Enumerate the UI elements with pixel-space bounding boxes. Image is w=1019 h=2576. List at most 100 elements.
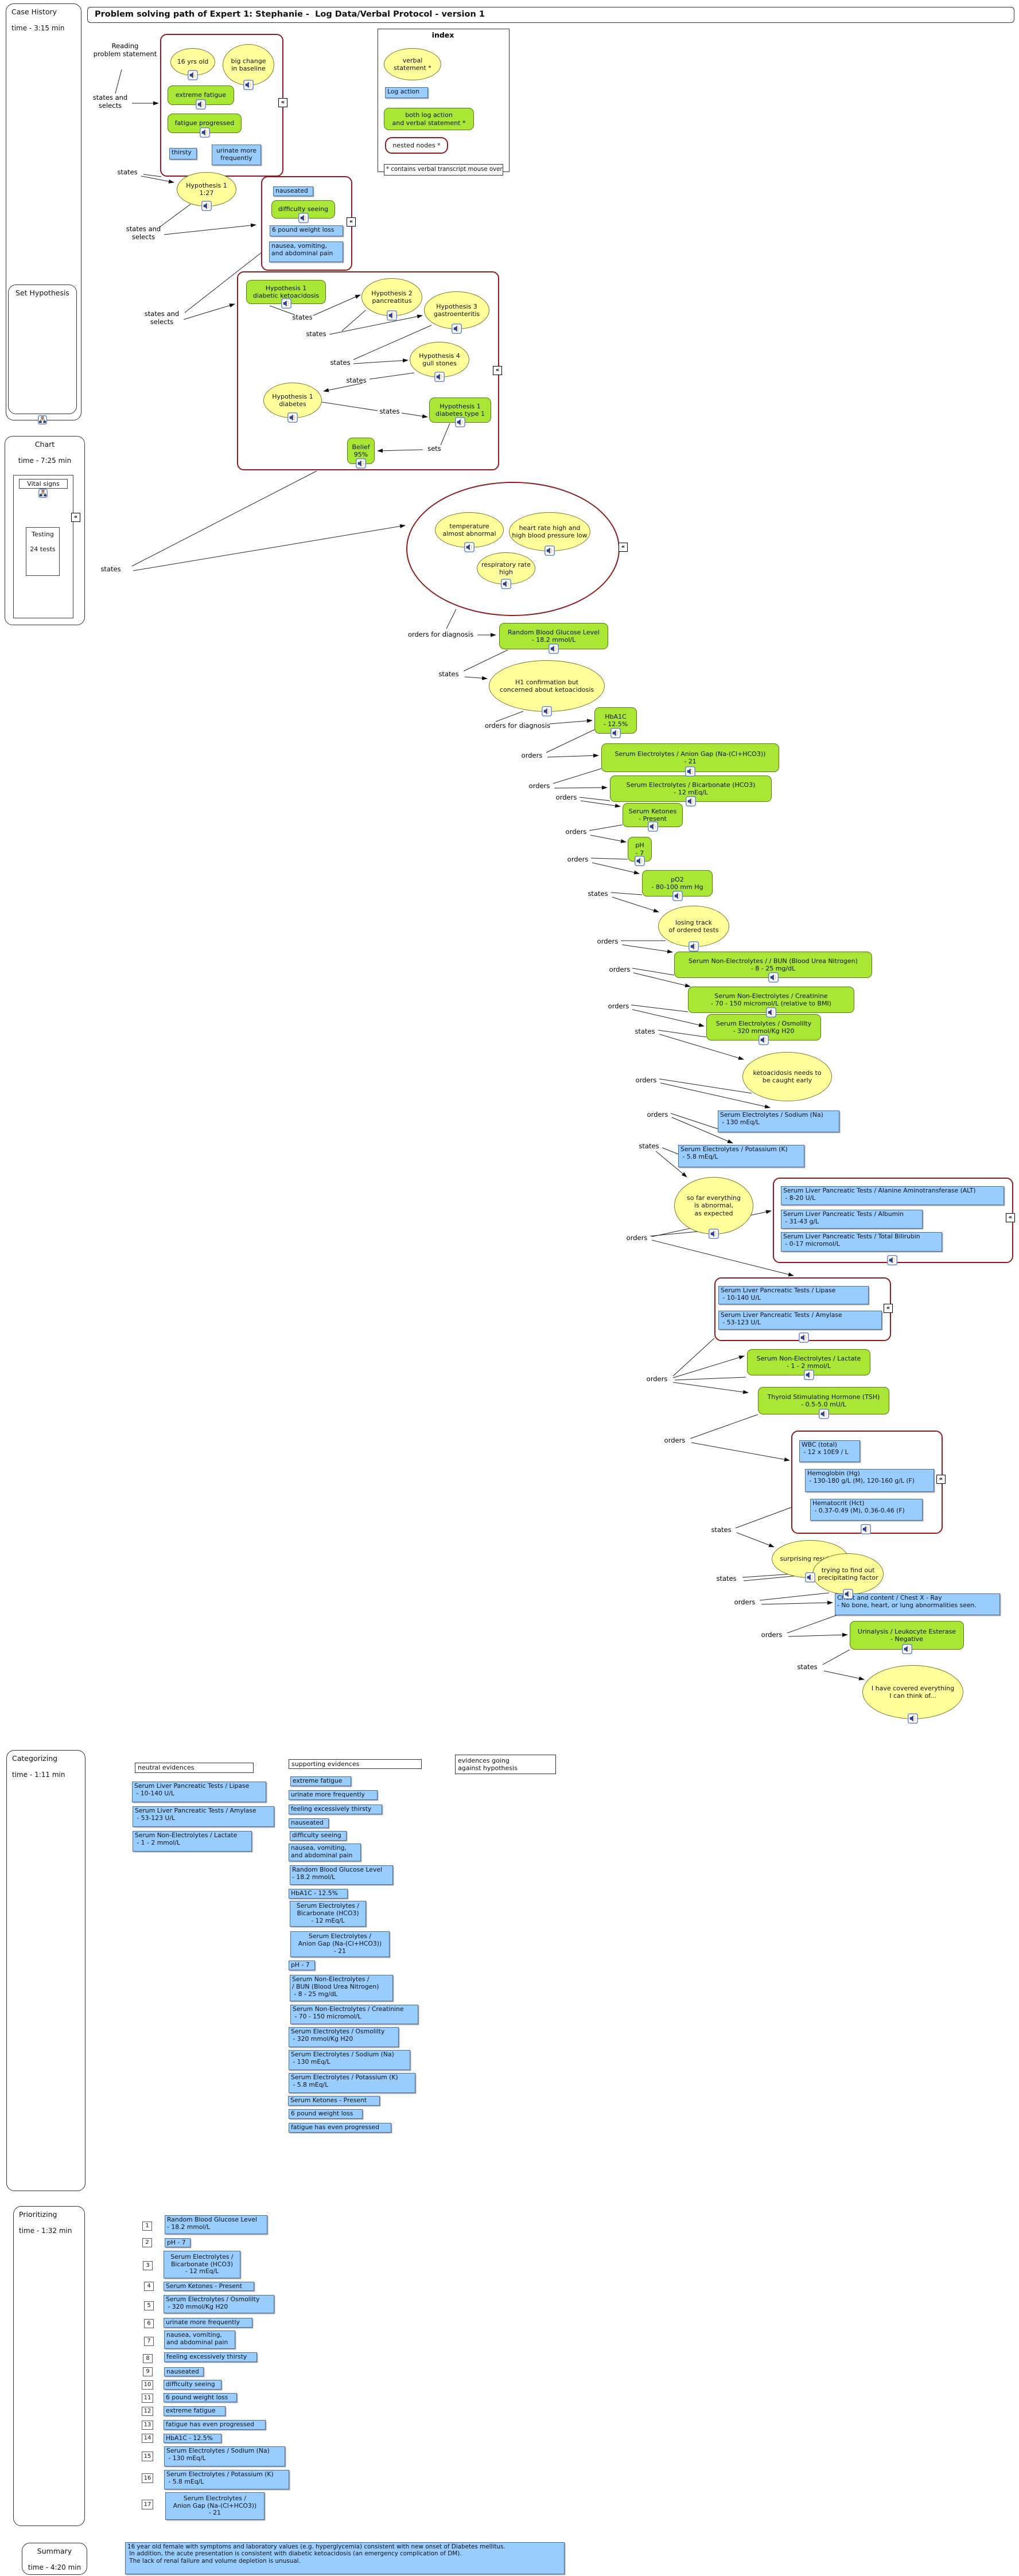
cat-sup-potassium[interactable]: Serum Electrolytes / Potassium (K) - 5.8…: [289, 2073, 415, 2093]
node-albumin[interactable]: Serum Liver Pancreatic Tests / Albumin -…: [781, 1210, 923, 1229]
speaker-icon[interactable]: [542, 706, 552, 716]
node-nausea-vomiting[interactable]: nausea, vomiting, and abdominal pain: [269, 241, 343, 262]
cat-sup-nauseated[interactable]: nauseated: [289, 1818, 329, 1828]
node-serum-ketones[interactable]: Serum Ketones - Present: [623, 803, 683, 827]
node-potassium[interactable]: Serum Electrolytes / Potassium (K) - 5.8…: [678, 1145, 804, 1167]
speaker-icon[interactable]: [685, 766, 695, 777]
speaker-icon[interactable]: [298, 213, 309, 223]
pri-item-17[interactable]: Serum Electrolytes / Anion Gap (Na-(Cl+H…: [165, 2492, 265, 2520]
pri-item-12[interactable]: extreme fatigue: [164, 2406, 225, 2416]
pri-item-4[interactable]: Serum Ketones - Present: [164, 2282, 254, 2291]
pri-item-11[interactable]: 6 pound weight loss: [164, 2393, 237, 2402]
cat-sup-bicarbonate[interactable]: Serum Electrolytes / Bicarbonate (HCO3) …: [290, 1901, 366, 1927]
pri-item-15[interactable]: Serum Electrolytes / Sodium (Na) - 130 m…: [164, 2446, 285, 2466]
node-temperature-abnormal[interactable]: temperature almost abnormal: [435, 512, 504, 548]
cat-sup-bun[interactable]: Serum Non-Electrolytes / / BUN (Blood Ur…: [290, 1975, 393, 2001]
cat-sup-osmolality[interactable]: Serum Electrolytes / Osmolilty - 320 mmo…: [289, 2027, 399, 2047]
speaker-icon[interactable]: [799, 1332, 809, 1343]
speaker-icon[interactable]: [647, 821, 658, 832]
pri-item-10[interactable]: difficulty seeing: [164, 2380, 221, 2390]
node-h2-pancreatitus[interactable]: Hypothesis 2 pancreatitus: [361, 278, 422, 316]
speaker-icon[interactable]: [243, 80, 254, 90]
speaker-icon[interactable]: [689, 941, 699, 952]
cat-sup-rbg[interactable]: Random Blood Glucose Level - 18.2 mmol/L: [290, 1865, 393, 1885]
speaker-icon[interactable]: [201, 201, 212, 211]
node-hemoglobin[interactable]: Hemoglobin (Hg) - 130-180 g/L (M), 120-1…: [805, 1469, 934, 1492]
collapse-icon[interactable]: «: [1006, 1213, 1015, 1222]
vital-signs-box[interactable]: Vital signs: [19, 479, 68, 489]
node-6-pound-weight-loss[interactable]: 6 pound weight loss: [270, 225, 343, 236]
cat-sup-difficulty-seeing[interactable]: difficulty seeing: [290, 1831, 347, 1841]
speaker-icon[interactable]: [686, 796, 696, 806]
pri-item-6[interactable]: urinate more frequently: [164, 2318, 252, 2328]
speaker-icon[interactable]: [887, 1255, 897, 1265]
cat-sup-extreme-fatigue[interactable]: extreme fatigue: [290, 1776, 351, 1786]
speaker-icon[interactable]: [452, 324, 462, 334]
node-thirsty[interactable]: thirsty: [169, 148, 197, 159]
cat-neutral-lactate[interactable]: Serum Non-Electrolytes / Lactate - 1 - 2…: [133, 1831, 252, 1852]
cat-sup-weight-loss[interactable]: 6 pound weight loss: [289, 2109, 363, 2119]
node-big-change-baseline[interactable]: big change in baseline: [223, 44, 274, 85]
speaker-icon[interactable]: [672, 891, 683, 901]
node-urinate-more[interactable]: urinate more frequently: [212, 145, 261, 165]
pri-item-3[interactable]: Serum Electrolytes / Bicarbonate (HCO3) …: [164, 2251, 240, 2278]
cat-sup-thirsty[interactable]: feeling excessively thirsty: [289, 1805, 382, 1814]
speaker-icon[interactable]: [455, 417, 465, 427]
node-nauseated[interactable]: nauseated: [273, 186, 313, 196]
cat-neutral-lipase[interactable]: Serum Liver Pancreatic Tests / Lipase - …: [132, 1782, 266, 1802]
node-ketoacidosis-early[interactable]: ketoacidosis needs to be caught early: [742, 1052, 832, 1101]
speaker-icon[interactable]: [387, 310, 397, 321]
node-random-blood-glucose[interactable]: Random Blood Glucose Level - 18.2 mmol/L: [499, 623, 608, 649]
pri-item-5[interactable]: Serum Electrolytes / Osmolilty - 320 mmo…: [164, 2295, 274, 2313]
node-h1-confirmation[interactable]: H1 confirmation but concerned about keto…: [489, 660, 605, 712]
tree-icon[interactable]: [38, 415, 48, 426]
node-sodium[interactable]: Serum Electrolytes / Sodium (Na) - 130 m…: [718, 1110, 839, 1132]
pri-item-1[interactable]: Random Blood Glucose Level - 18.2 mmol/L: [165, 2215, 267, 2234]
node-hematocrit[interactable]: Hematocrit (Hct) - 0.37-0.49 (M), 0.36-0…: [810, 1499, 923, 1521]
speaker-icon[interactable]: [549, 644, 559, 654]
node-alt[interactable]: Serum Liver Pancreatic Tests / Alanine A…: [781, 1186, 1004, 1205]
cat-sup-ketones[interactable]: Serum Ketones - Present: [288, 2096, 380, 2106]
collapse-icon[interactable]: «: [347, 217, 356, 227]
cat-sup-creatinine[interactable]: Serum Non-Electrolytes / Creatinine - 70…: [290, 2005, 418, 2024]
speaker-icon[interactable]: [818, 1409, 829, 1419]
cat-sup-urinate[interactable]: urinate more frequently: [289, 1790, 378, 1800]
speaker-icon[interactable]: [281, 298, 291, 309]
speaker-icon[interactable]: [861, 1524, 871, 1534]
speaker-icon[interactable]: [544, 545, 555, 556]
node-precipitating-factor[interactable]: trying to find out precipitating factor: [812, 1553, 884, 1595]
speaker-icon[interactable]: [464, 542, 475, 552]
pri-item-13[interactable]: fatigue has even progressed: [164, 2420, 266, 2430]
testing-box[interactable]: Testing 24 tests: [26, 527, 60, 576]
node-wbc[interactable]: WBC (total) - 12 x 10E9 / L: [799, 1440, 860, 1462]
cat-sup-fatigue-progressed[interactable]: fatigue has even progressed: [289, 2123, 391, 2133]
speaker-icon[interactable]: [434, 372, 445, 382]
speaker-icon[interactable]: [908, 1713, 918, 1724]
node-covered-everything[interactable]: I have covered everything I can think of…: [862, 1665, 963, 1719]
speaker-icon[interactable]: [610, 728, 621, 738]
speaker-icon[interactable]: [199, 127, 210, 138]
speaker-icon[interactable]: [356, 458, 366, 469]
speaker-icon[interactable]: [843, 1589, 853, 1599]
pri-item-8[interactable]: feeling excessively thirsty: [164, 2352, 257, 2362]
collapse-icon[interactable]: «: [936, 1475, 946, 1484]
speaker-icon[interactable]: [805, 1572, 815, 1583]
speaker-icon[interactable]: [803, 1370, 814, 1380]
speaker-icon[interactable]: [901, 1644, 912, 1654]
speaker-icon[interactable]: [709, 1229, 719, 1239]
node-extreme-fatigue[interactable]: extreme fatigue: [168, 85, 234, 105]
node-h1-diabetes[interactable]: Hypothesis 1 diabetes: [263, 383, 322, 418]
speaker-icon[interactable]: [501, 579, 511, 589]
speaker-icon[interactable]: [759, 1035, 769, 1045]
cat-sup-anion-gap[interactable]: Serum Electrolytes / Anion Gap (Na-(Cl+H…: [290, 1931, 390, 1957]
node-h4-gull-stones[interactable]: Hypothesis 4 gull stones: [410, 342, 469, 377]
cat-sup-sodium[interactable]: Serum Electrolytes / Sodium (Na) - 130 m…: [289, 2050, 410, 2070]
speaker-icon[interactable]: [766, 1007, 776, 1018]
node-respiratory-rate[interactable]: respiratory rate high: [477, 552, 535, 584]
speaker-icon[interactable]: [635, 856, 645, 866]
speaker-icon[interactable]: [196, 99, 206, 110]
tree-icon[interactable]: [38, 489, 49, 499]
node-h3-gastroenteritis[interactable]: Hypothesis 3 gastroenteritis: [424, 291, 489, 329]
group-vital-signs[interactable]: [406, 482, 620, 616]
pri-item-16[interactable]: Serum Electrolytes / Potassium (K) - 5.8…: [164, 2470, 289, 2489]
